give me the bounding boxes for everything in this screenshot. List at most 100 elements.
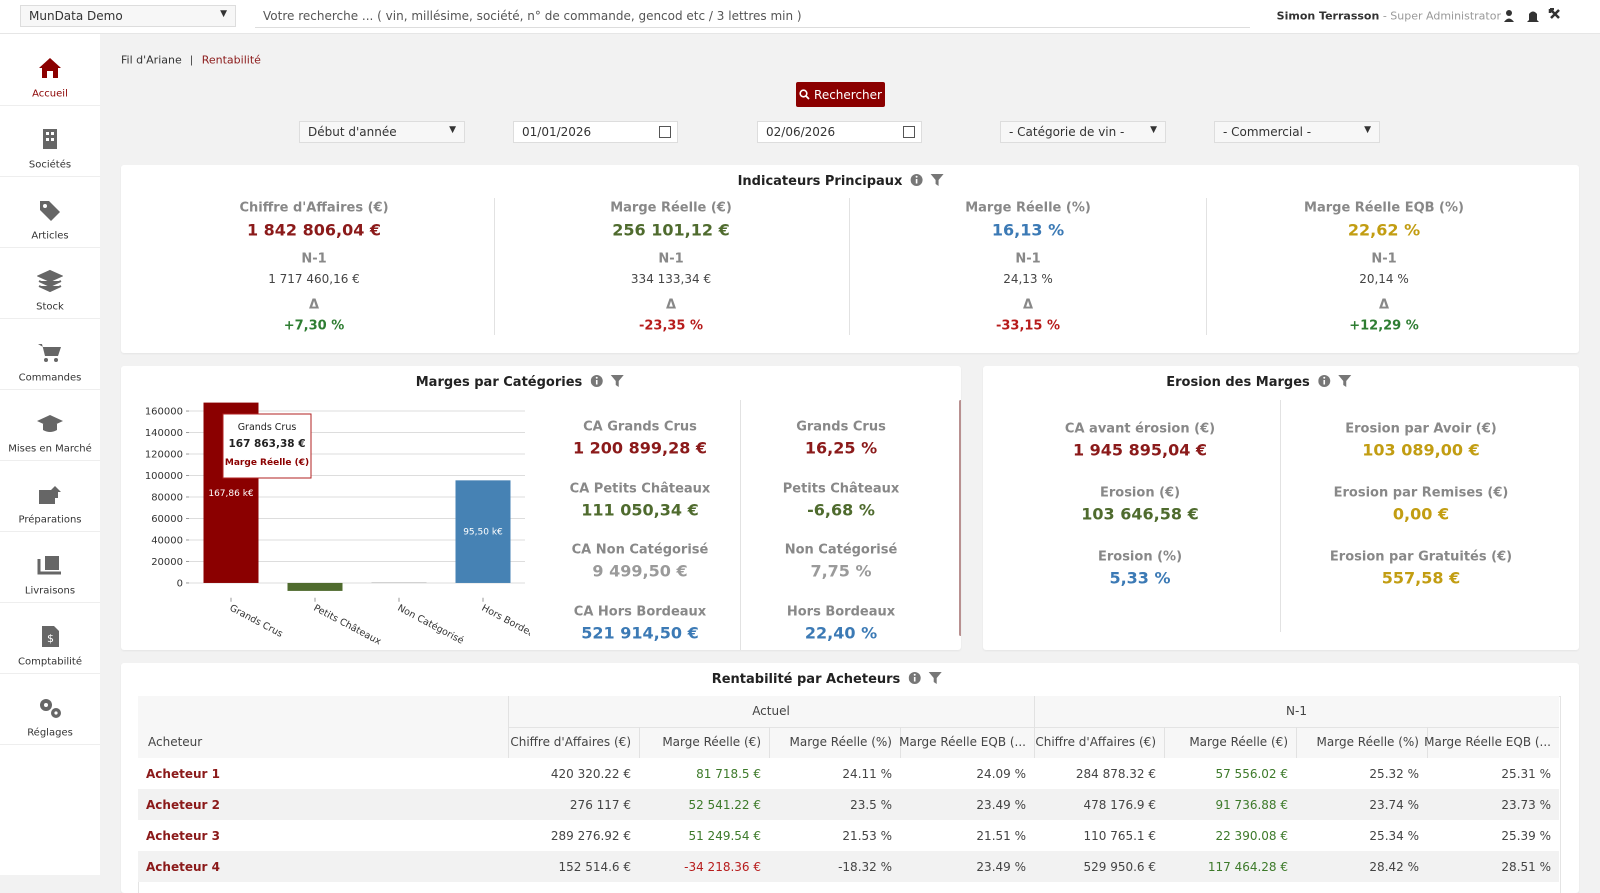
x-tick-label: Grands Crus	[228, 603, 285, 640]
sidebar-item[interactable]: Accueil	[0, 34, 100, 106]
sidebar-item[interactable]: Articles	[0, 176, 100, 248]
table-cell: 24.11 %	[842, 766, 892, 781]
kpi-label: Marge Réelle (%)	[965, 200, 1091, 216]
buyer-name[interactable]: Acheteur 1	[146, 766, 220, 781]
sidebar-label[interactable]: Commandes	[18, 372, 82, 384]
x-tick-label: Hors Bordeaux	[480, 603, 530, 646]
column-header[interactable]: Chiffre d'Affaires (€)	[1035, 735, 1156, 749]
category-value: - Catégorie de vin -	[1009, 125, 1125, 139]
sidebar-label[interactable]: Stock	[36, 301, 64, 313]
column-header[interactable]: Marge Réelle EQB (...	[1424, 735, 1551, 749]
group-header: Actuel	[752, 704, 790, 718]
bar-value-label: 95,50 k€	[463, 528, 503, 538]
table-cell: 21.53 %	[842, 828, 892, 843]
table-row	[138, 789, 1559, 820]
kpi-n1-label: N-1	[1371, 251, 1397, 267]
erosion-panel: Erosion des Marges CA avant érosion (€) 1 …	[983, 366, 1579, 650]
breadcrumb-root[interactable]: Fil d'Ariane	[121, 53, 182, 67]
panel-title: Indicateurs Principaux	[738, 173, 945, 189]
rate-label: Petits Châteaux	[782, 481, 900, 496]
buyer-name[interactable]: Acheteur 4	[146, 859, 220, 874]
column-header[interactable]: Marge Réelle EQB (...	[899, 735, 1026, 749]
table-cell: 289 276.92 €	[550, 828, 631, 843]
salesperson-select[interactable]: - Commercial - ▼	[1214, 121, 1380, 143]
panel-title: Rentabilité par Acheteurs	[712, 671, 943, 687]
table-row	[138, 820, 1559, 851]
bar	[371, 582, 427, 583]
column-header[interactable]: Marge Réelle (%)	[789, 735, 892, 749]
erosion-label: Erosion par Remises (€)	[1333, 485, 1509, 501]
table-cell: 21.51 %	[976, 828, 1026, 843]
buyer-name[interactable]: Acheteur 2	[146, 797, 220, 812]
panel-title-text: Erosion des Marges	[1166, 375, 1310, 390]
column-header[interactable]: Acheteur	[148, 735, 203, 749]
tooltip: Grands Crus 167 863,38 € Marge Réelle (€)	[222, 413, 312, 479]
kpi-delta-label: Δ	[1022, 297, 1034, 313]
search-input[interactable]: Votre recherche ... ( vin, millésime, so…	[263, 9, 802, 23]
sidebar-item[interactable]: Mises en Marché	[0, 389, 100, 461]
column-header[interactable]: Marge Réelle (€)	[1189, 735, 1288, 749]
top-icons	[1504, 8, 1560, 22]
table-cell: -18.32 %	[838, 859, 892, 874]
table-cell: 25.34 %	[1369, 828, 1419, 843]
kpi-label: Chiffre d'Affaires (€)	[239, 200, 389, 216]
bar-value-label: 167,86 k€	[208, 489, 254, 499]
column-header[interactable]: Marge Réelle (€)	[662, 735, 761, 749]
column-header[interactable]: Marge Réelle (%)	[1316, 735, 1419, 749]
erosion-value: 1 945 895,04 €	[1072, 440, 1208, 460]
sidebar-item[interactable]: Sociétés	[0, 105, 100, 177]
table-cell: 52 541.22 €	[688, 797, 761, 812]
user-info[interactable]: Simon Terrasson - Super Administrator	[1277, 10, 1501, 23]
sidebar-label[interactable]: Accueil	[32, 88, 68, 100]
divider	[900, 727, 901, 758]
table-cell: 22 390.08 €	[1215, 828, 1288, 843]
sidebar-label[interactable]: Mises en Marché	[8, 443, 92, 455]
panel-title-text: Indicateurs Principaux	[737, 174, 903, 189]
sidebar-label[interactable]: Réglages	[27, 727, 73, 739]
y-tick-label: 120000	[145, 450, 183, 461]
buyer-name[interactable]: Acheteur 3	[146, 828, 220, 843]
column-header[interactable]: Chiffre d'Affaires (€)	[510, 735, 631, 749]
revenue-value: 9 499,50 €	[592, 561, 688, 581]
sidebar-item[interactable]: Préparations	[0, 460, 100, 532]
sidebar-item[interactable]: $ Comptabilité	[0, 602, 100, 674]
rate-value: 16,25 %	[804, 438, 878, 458]
sidebar: Accueil Sociétés Articles Stock Commandes Mis…	[0, 34, 100, 875]
sidebar-item[interactable]: Stock	[0, 247, 100, 319]
rate-label: Non Catégorisé	[784, 542, 898, 558]
sidebar-label[interactable]: Articles	[31, 230, 69, 242]
sidebar-item[interactable]: Livraisons	[0, 531, 100, 603]
period-value: Début d'année	[308, 125, 397, 139]
category-select[interactable]: - Catégorie de vin - ▼	[1000, 121, 1166, 143]
table-cell: 110 765.1 €	[1083, 828, 1156, 843]
kpi-delta: -23,35 %	[638, 318, 704, 334]
scrollbar[interactable]	[959, 400, 961, 636]
period-select[interactable]: Début d'année ▼	[299, 121, 465, 143]
table-cell: 23.49 %	[976, 859, 1026, 874]
kpi-n1-value: 24,13 %	[1003, 272, 1053, 286]
sidebar-item[interactable]: Réglages	[0, 673, 100, 745]
sidebar-label[interactable]: Sociétés	[28, 159, 72, 171]
erosion-value: 103 089,00 €	[1362, 440, 1480, 460]
search-underline	[255, 27, 1250, 28]
company-select[interactable]: MunData Demo ▼	[20, 5, 236, 27]
table-cell: 117 464.28 €	[1207, 859, 1288, 874]
sidebar-label[interactable]: Livraisons	[24, 585, 76, 597]
y-tick-label: 20000	[151, 557, 183, 568]
erosion-value: 0,00 €	[1392, 504, 1450, 524]
divider	[740, 400, 741, 650]
sidebar-label[interactable]: Comptabilité	[18, 656, 82, 668]
kpi-delta-label: Δ	[1378, 297, 1390, 313]
sidebar-item[interactable]: Commandes	[0, 318, 100, 390]
table-row	[138, 758, 1559, 789]
divider	[849, 198, 850, 335]
table-cell: -34 218.36 €	[684, 859, 761, 874]
sidebar-label[interactable]: Préparations	[18, 514, 82, 526]
search-button[interactable]: Rechercher	[796, 82, 885, 107]
date-from-input[interactable]: 01/01/2026	[513, 121, 678, 143]
divider	[1164, 727, 1165, 758]
date-to-input[interactable]: 02/06/2026	[757, 121, 922, 143]
tooltip-box	[222, 413, 312, 479]
y-tick-label: 160000	[145, 407, 183, 418]
